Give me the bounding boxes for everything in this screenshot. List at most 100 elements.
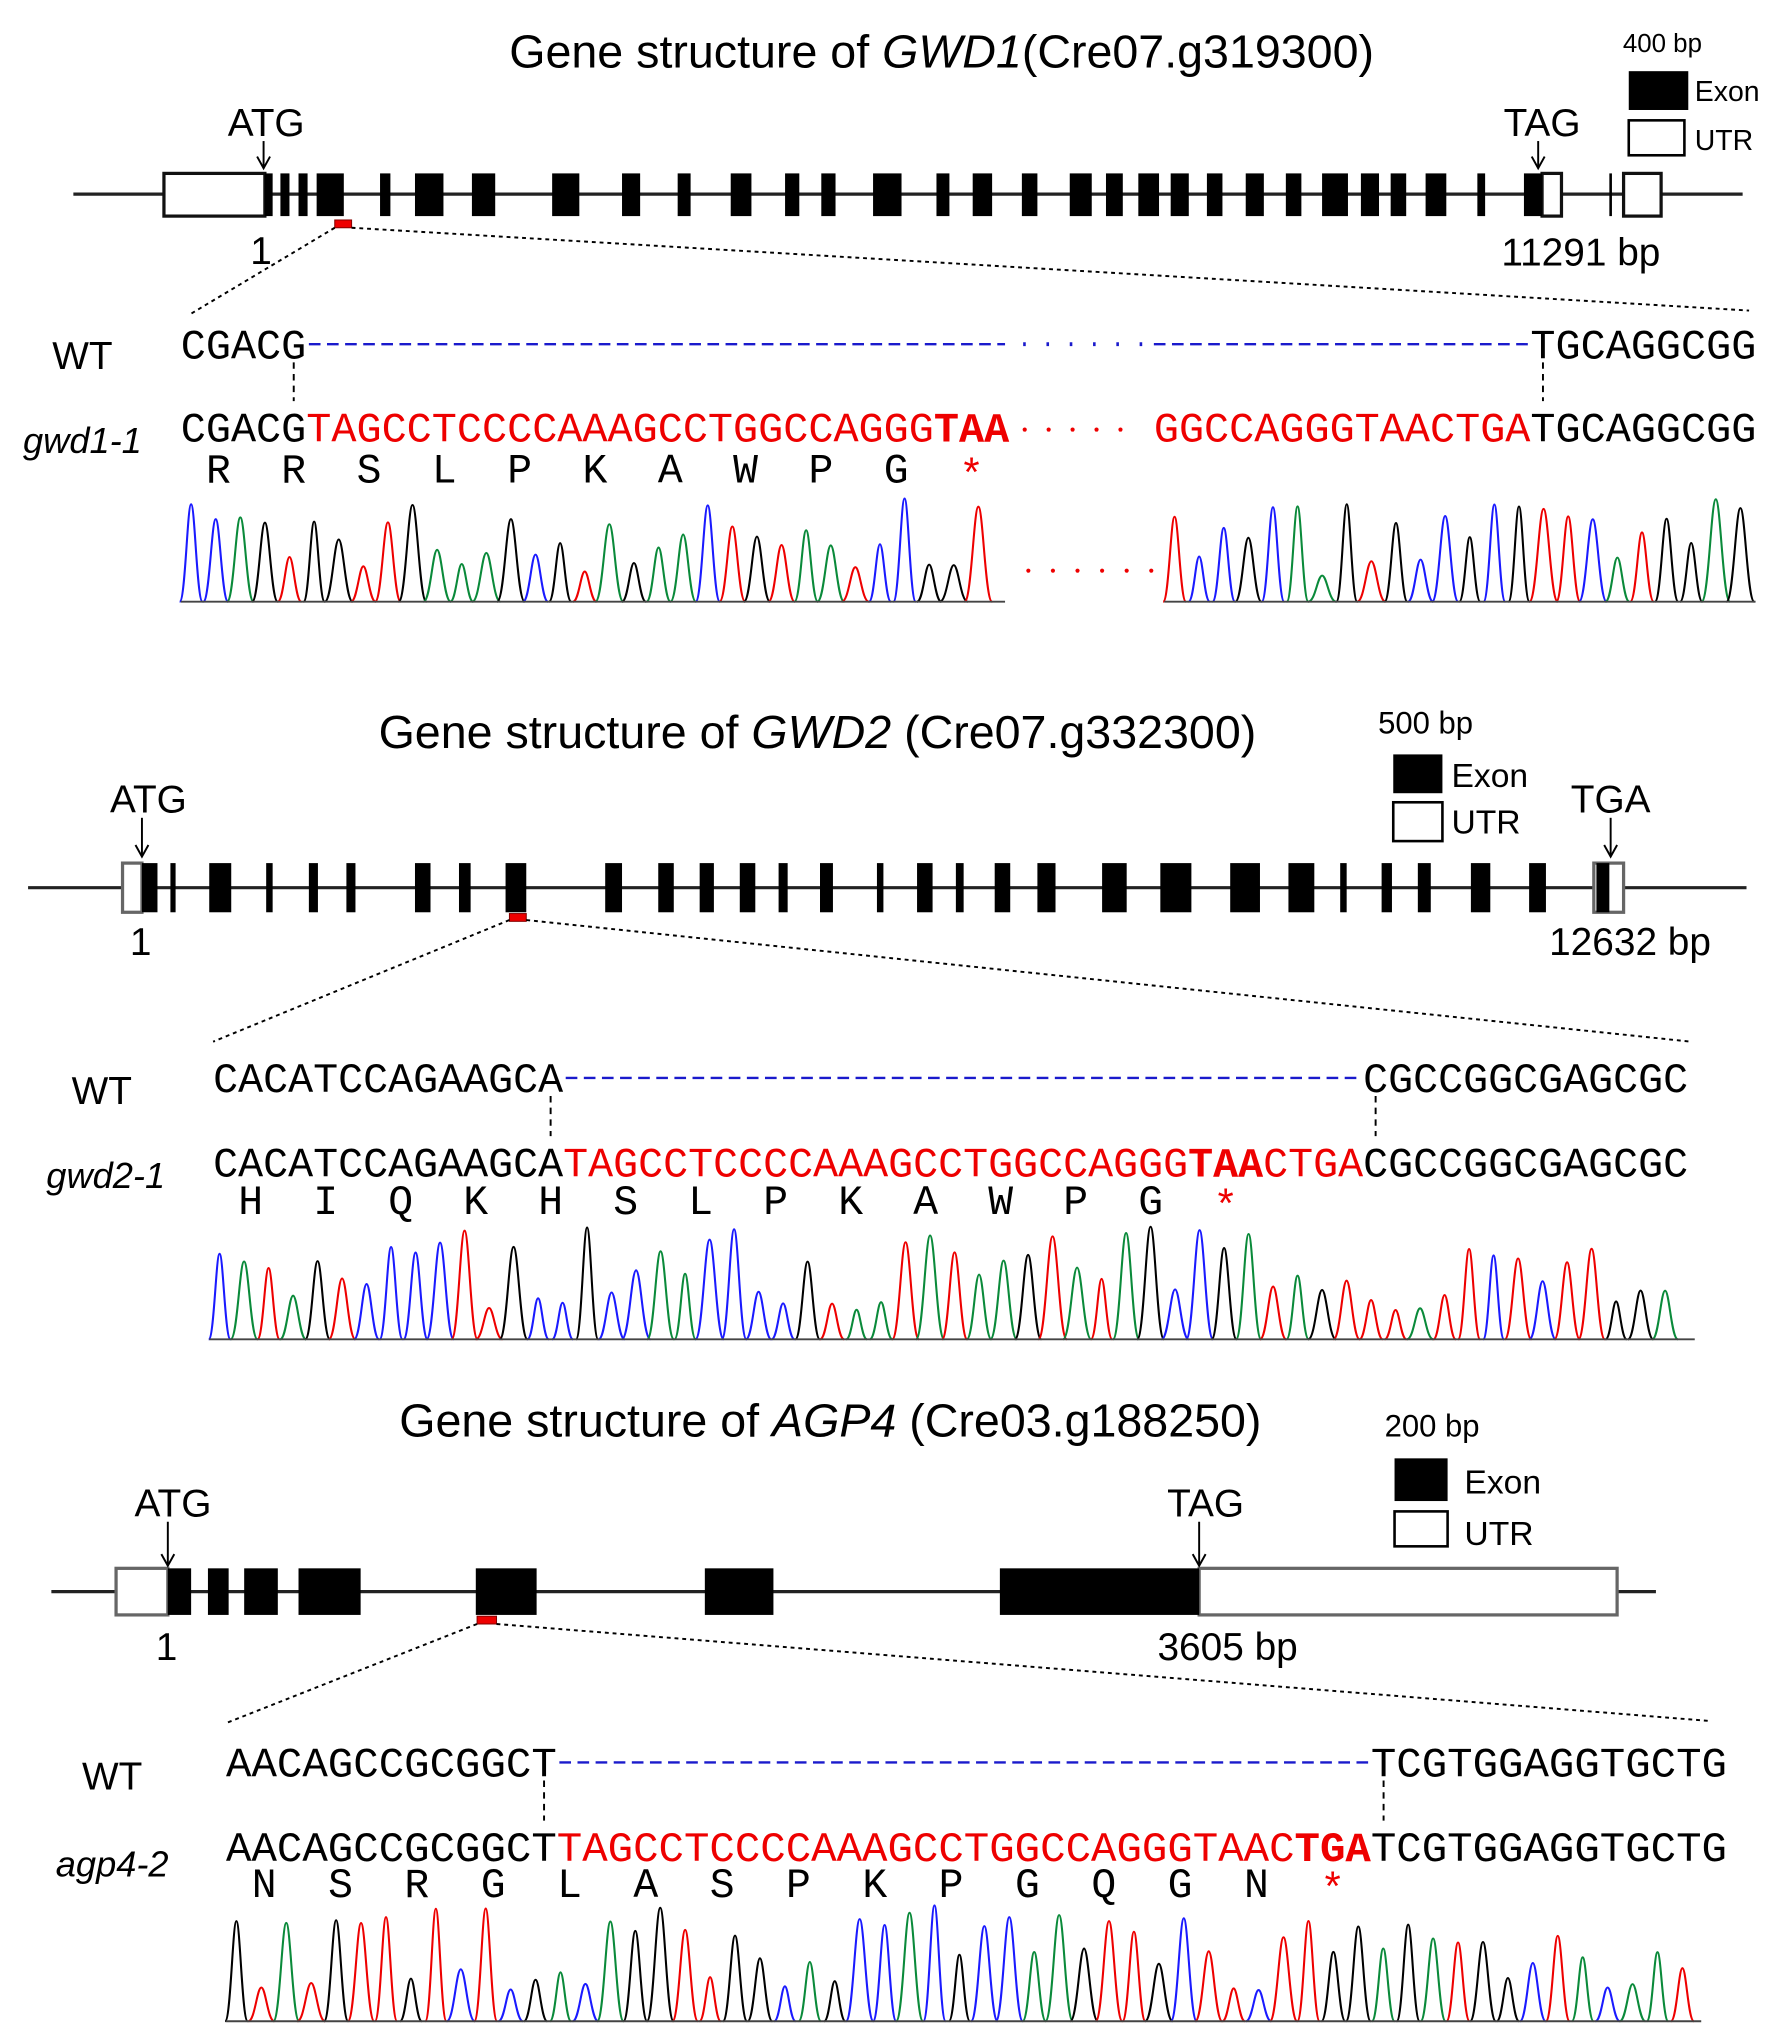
scale-label: 400 bp	[1623, 30, 1702, 58]
stop-symbol: *	[959, 455, 984, 501]
trace-peak	[399, 1977, 423, 2023]
mutant-stop-codon: TAA	[1188, 1143, 1263, 1189]
amino-acid: K	[838, 1181, 863, 1227]
trace-peak	[645, 1906, 675, 2023]
amino-acid: S	[710, 1864, 735, 1910]
trace-peak	[1432, 1294, 1457, 1341]
trace-peak	[1495, 1976, 1521, 2023]
panel: Gene structure of AGP4 (Cre03.g188250) 20…	[51, 1394, 1727, 1915]
trace-gap-dot	[1149, 568, 1154, 573]
exon	[1069, 173, 1092, 217]
trace-peak	[720, 1228, 748, 1341]
exon	[264, 173, 273, 217]
trace-peak	[1626, 1289, 1655, 1341]
amino-acid: K	[862, 1864, 887, 1910]
trace-peak	[1136, 1225, 1166, 1341]
trace-peak	[178, 503, 204, 603]
trace-peak	[422, 548, 452, 603]
wt-seq-left: CACATCCAGAAGCA	[213, 1059, 563, 1105]
amino-acid: Q	[1091, 1864, 1116, 1910]
trace-peak	[1089, 1277, 1114, 1341]
end-position: 3605 bp	[1157, 1626, 1297, 1669]
trace-peak	[1021, 1950, 1047, 2023]
trace-peak	[424, 1907, 448, 2023]
trace-peak	[845, 1308, 868, 1341]
exon	[955, 863, 964, 913]
trace-peak	[597, 1291, 626, 1341]
trace-peak	[892, 497, 917, 603]
trace-peak	[1268, 1936, 1299, 2023]
trace-peak	[1211, 526, 1237, 603]
exon	[1285, 173, 1302, 217]
trace-peak	[327, 1277, 357, 1341]
trace-peak	[1169, 1917, 1198, 2023]
mutant-seq-left: CACATCCAGAAGCA	[213, 1143, 563, 1189]
exon	[972, 173, 993, 217]
trace-peak	[1395, 1923, 1421, 2023]
trace-peak	[872, 1923, 898, 2023]
trace-peak	[304, 1260, 331, 1341]
trace-peak	[207, 1252, 232, 1341]
zoom-line	[224, 1623, 478, 1725]
trace-peak	[823, 1980, 847, 2023]
amino-acid: L	[688, 1181, 713, 1227]
trace-peak	[841, 566, 870, 603]
exon	[820, 863, 833, 913]
trace-peak	[1358, 1299, 1384, 1341]
trace-peak	[1383, 522, 1409, 603]
stop-codon: TAG	[1504, 102, 1581, 145]
start-codon: ATG	[135, 1483, 212, 1526]
amino-acid: P	[786, 1864, 811, 1910]
mutant-label: gwd1-1	[23, 420, 142, 461]
trace-peak	[922, 1904, 947, 2023]
stop-symbol: *	[1320, 1869, 1345, 1915]
exon	[873, 173, 902, 217]
trace-peak	[645, 546, 672, 603]
trace-peak	[671, 1928, 699, 2023]
wt-label: WT	[72, 1070, 132, 1113]
gene-name: AGP4	[769, 1394, 896, 1446]
mutant-stop-codon: TGA	[1295, 1828, 1371, 1874]
trace-peak	[226, 516, 255, 603]
mutant-label: agp4-2	[56, 1843, 169, 1884]
wt-seq-right: CGCCGGCGAGCGC	[1363, 1059, 1688, 1105]
amino-acid: P	[1063, 1181, 1088, 1227]
mutant-insert: CTGA	[1263, 1143, 1363, 1189]
trace-peak	[868, 1301, 894, 1341]
amino-acid: S	[328, 1864, 353, 1910]
wt-label: WT	[52, 335, 112, 378]
trace-peak	[497, 1988, 524, 2023]
zoom-line	[526, 919, 1691, 1043]
trace-peak	[496, 518, 526, 603]
trace-peak	[1406, 1307, 1434, 1341]
legend-exon-swatch	[1628, 71, 1689, 110]
amino-acid: A	[658, 450, 683, 496]
amino-acid: H	[538, 1181, 563, 1227]
legend-utr-swatch	[1393, 1510, 1449, 1548]
trace-peak	[1407, 558, 1435, 603]
mutant-label: gwd2-1	[46, 1155, 165, 1196]
trace-gap-dot	[1124, 568, 1129, 573]
mutant-seq-left: CGACG	[181, 408, 307, 454]
zoom-line	[212, 919, 510, 1043]
arrow-head	[1530, 156, 1546, 171]
target-site	[476, 1615, 498, 1625]
exon	[458, 863, 471, 913]
stop-symbol: *	[1213, 1186, 1238, 1232]
trace-gap-dot	[1026, 568, 1031, 573]
mutant-seq-right: TCGTGGAGGTGCTG	[1371, 1828, 1727, 1874]
exon	[917, 863, 933, 913]
gene-name: GWD1	[882, 25, 1022, 77]
amino-acid: N	[252, 1864, 277, 1910]
utr	[1621, 171, 1663, 218]
exon	[994, 863, 1011, 913]
exon	[1037, 863, 1056, 913]
exon	[471, 173, 496, 217]
trace-peak	[251, 521, 279, 603]
gap-dot	[1118, 427, 1123, 432]
trace-peak	[1062, 1266, 1093, 1341]
trace-peak	[498, 1245, 529, 1341]
trace-peak	[1577, 1247, 1606, 1341]
trace-peak	[1285, 1274, 1310, 1341]
